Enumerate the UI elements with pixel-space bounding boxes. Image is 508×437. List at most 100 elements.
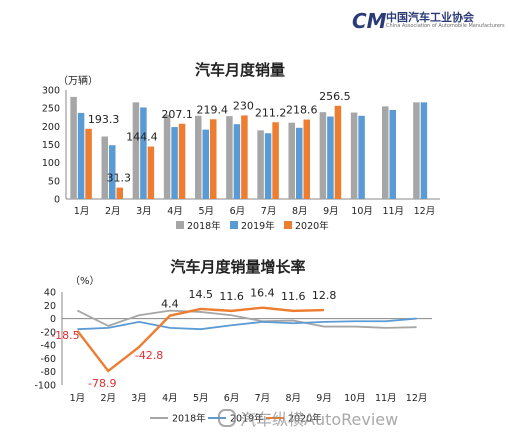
y-tick-label: 150	[42, 140, 60, 151]
data-label-2020: -18.5	[51, 329, 79, 342]
legend-swatch-2020年	[284, 221, 292, 229]
logo-name-en: China Association of Automobile Manufact…	[386, 23, 505, 29]
bar-2019年-3月	[140, 107, 147, 199]
line-chart-title: 汽车月度销量增长率	[170, 258, 305, 276]
x-tick-label: 8月	[292, 206, 308, 217]
data-label-2020: 218.6	[286, 104, 318, 117]
watermark: 汽车纵横AutoReview	[218, 406, 398, 430]
data-label-2020: 211.2	[255, 106, 287, 119]
x-tick-label: 7月	[261, 206, 277, 217]
bar-chart-ylabel: （万辆）	[58, 74, 98, 87]
data-label-2020: 4.4	[161, 298, 179, 311]
x-tick-label: 1月	[70, 393, 86, 404]
data-label-2020: -78.9	[88, 377, 116, 390]
x-tick-label: 5月	[198, 206, 214, 217]
bar-2019年-12月	[420, 102, 428, 199]
logo: CM 中国汽车工业协会 China Association of Automob…	[352, 6, 505, 36]
x-tick-label: 6月	[224, 393, 240, 404]
bar-2018年-4月	[163, 114, 171, 199]
legend-label: 2018年	[172, 413, 206, 425]
y-tick-label: 0	[54, 195, 60, 206]
x-tick-label: 11月	[375, 393, 397, 404]
data-label-2020: 230	[233, 99, 254, 112]
y-tick-label: -40	[40, 341, 56, 352]
logo-name-cn: 中国汽车工业协会	[386, 11, 474, 24]
y-tick-label: 300	[42, 86, 60, 97]
x-tick-label: 2月	[105, 206, 121, 217]
legend-swatch-2019年	[230, 221, 238, 229]
bar-2018年-2月	[101, 136, 108, 199]
data-label-2020: 16.4	[250, 287, 275, 300]
bar-2020年-4月	[178, 123, 186, 199]
y-tick-label: 250	[42, 104, 60, 115]
x-tick-label: 7月	[255, 393, 271, 404]
bar-2018年-3月	[132, 102, 140, 199]
bar-2019年-10月	[358, 115, 365, 199]
watermark-text: 汽车纵横AutoReview	[240, 410, 399, 429]
x-tick-label: 10月	[344, 393, 366, 404]
logo-mark: CM	[352, 9, 387, 33]
data-label-2020: 219.4	[197, 103, 229, 116]
line-chart-ylabel: （%）	[70, 275, 100, 287]
y-tick-label: 100	[42, 158, 60, 169]
line-chart-legend: 2018年 2019年 2020年	[150, 413, 322, 425]
data-label-2020: -42.8	[135, 349, 163, 362]
bar-2019年-7月	[264, 133, 272, 199]
bar-2020年-3月	[147, 146, 155, 199]
x-tick-label: 11月	[382, 206, 404, 217]
y-tick-label: 50	[48, 176, 60, 187]
x-tick-label: 6月	[230, 206, 246, 217]
bar-2020年-1月	[85, 128, 92, 199]
x-tick-label: 2月	[100, 393, 116, 404]
x-tick-label: 4月	[162, 393, 178, 404]
legend-label: 2020年	[295, 220, 329, 232]
data-label-2020: 207.1	[161, 108, 193, 121]
data-label-2020: 11.6	[219, 290, 244, 303]
x-tick-label: 8月	[285, 393, 301, 404]
x-tick-label: 9月	[323, 206, 339, 217]
y-tick-label: 20	[44, 301, 56, 312]
y-tick-label: 200	[42, 122, 60, 133]
bar-2019年-4月	[171, 127, 178, 199]
bar-2019年-6月	[233, 124, 241, 199]
x-tick-label: 5月	[193, 393, 209, 404]
bar-2018年-12月	[413, 102, 420, 199]
x-tick-label: 12月	[414, 206, 436, 217]
bar-2018年-6月	[226, 116, 233, 199]
y-tick-label: -60	[40, 354, 56, 365]
bar-2018年-9月	[319, 112, 327, 199]
bar-chart-title: 汽车月度销量	[195, 61, 285, 79]
x-tick-label: 9月	[316, 393, 332, 404]
x-tick-label: 12月	[406, 393, 428, 404]
wechat-icon	[218, 409, 236, 427]
bar-2018年-5月	[195, 115, 202, 199]
bar-2019年-5月	[202, 129, 209, 199]
legend-label: 2018年	[187, 220, 221, 232]
series-line-2019年	[77, 317, 417, 331]
data-label-2020: 144.4	[126, 131, 158, 144]
series-line-2018年	[77, 309, 417, 329]
y-tick-label: -80	[40, 367, 56, 378]
bar-2019年-11月	[389, 109, 396, 199]
y-tick-label: -20	[40, 327, 56, 338]
data-label-2020: 256.5	[319, 90, 351, 103]
data-label-2020: 193.3	[88, 113, 120, 126]
x-tick-label: 3月	[136, 206, 152, 217]
x-tick-label: 10月	[351, 206, 373, 217]
bar-chart: 0 50 100 150 200 250 300 1月 2月 3月 4月 5月 6月 7月 8月 9月 10月 1…	[42, 86, 440, 217]
bar-2018年-7月	[257, 130, 264, 199]
bar-chart-legend: 2018年 2019年 2020年	[176, 220, 329, 232]
y-tick-label: 0	[50, 314, 56, 325]
bar-2018年-10月	[350, 112, 358, 199]
bar-2019年-1月	[77, 112, 85, 199]
data-label-2020: 11.6	[281, 290, 306, 303]
y-tick-label: -100	[34, 381, 56, 392]
line-chart: 40 20 0 -20 -40 -60 -80 -100 1月 2月 3月 4月 5月 6月 7月 8月 9月 1…	[34, 287, 432, 404]
x-tick-label: 1月	[74, 206, 90, 217]
bar-2019年-2月	[109, 145, 116, 199]
bar-2018年-11月	[382, 106, 389, 199]
y-tick-label: 40	[44, 288, 56, 299]
bar-2020年-6月	[241, 115, 248, 199]
data-label-2020: 31.3	[107, 172, 132, 185]
